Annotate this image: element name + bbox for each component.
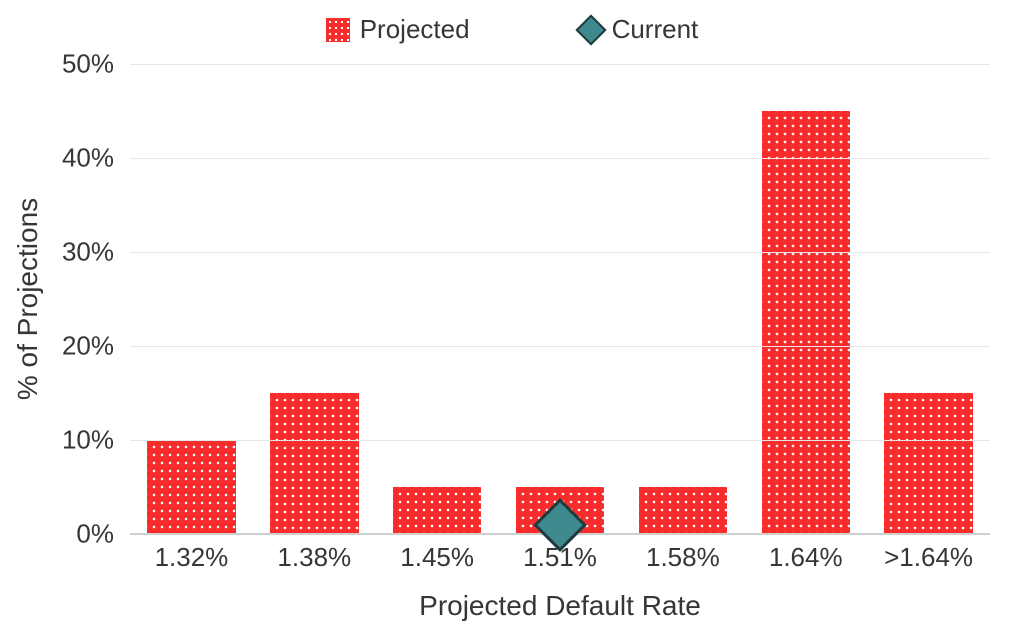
bar [884, 393, 972, 534]
bar [639, 487, 727, 534]
y-tick-label: 0% [76, 519, 130, 550]
bar-slot [253, 64, 376, 534]
bar-slot [621, 64, 744, 534]
bar-slot [130, 64, 253, 534]
legend-item-projected: Projected [326, 14, 470, 45]
bars-container [130, 64, 990, 534]
x-tick-label: 1.45% [376, 542, 499, 573]
x-tick-label: 1.58% [621, 542, 744, 573]
y-tick-label: 30% [62, 237, 130, 268]
x-tick-label: 1.64% [744, 542, 867, 573]
bar-slot [744, 64, 867, 534]
bar-slot [376, 64, 499, 534]
legend: Projected Current [0, 14, 1024, 45]
y-tick-label: 40% [62, 143, 130, 174]
bar [270, 393, 358, 534]
x-tick-label: 1.32% [130, 542, 253, 573]
bar [147, 440, 235, 534]
y-tick-label: 10% [62, 425, 130, 456]
projected-swatch-icon [326, 18, 350, 42]
default-rate-projection-chart: Projected Current % of Projections 0%10%… [0, 0, 1024, 640]
gridline [130, 346, 990, 347]
plot-area: 0%10%20%30%40%50% [130, 64, 990, 534]
gridline [130, 252, 990, 253]
y-tick-label: 50% [62, 49, 130, 80]
y-tick-label: 20% [62, 331, 130, 362]
gridline [130, 64, 990, 65]
y-axis-title: % of Projections [8, 64, 48, 534]
legend-item-current: Current [580, 14, 699, 45]
x-tick-label: >1.64% [867, 542, 990, 573]
bar-slot [867, 64, 990, 534]
bar [393, 487, 481, 534]
gridline [130, 158, 990, 159]
x-tick-label: 1.38% [253, 542, 376, 573]
x-axis-title: Projected Default Rate [130, 590, 990, 622]
gridline [130, 440, 990, 441]
legend-label-projected: Projected [360, 14, 470, 45]
current-swatch-icon [575, 14, 606, 45]
bar [762, 111, 850, 534]
legend-label-current: Current [612, 14, 699, 45]
bar-slot [499, 64, 622, 534]
